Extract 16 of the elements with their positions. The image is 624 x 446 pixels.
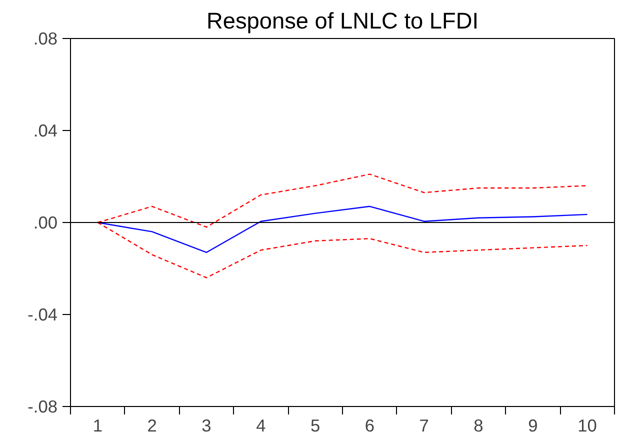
x-tick-label: 4 — [256, 416, 266, 436]
x-tick-label: 10 — [578, 416, 597, 436]
chart-title: Response of LNLC to LFDI — [206, 8, 479, 34]
y-tick-label: .08 — [33, 28, 58, 48]
x-tick-label: 2 — [147, 416, 157, 436]
y-tick-label: -.04 — [28, 304, 58, 324]
y-tick-label: .04 — [33, 120, 58, 140]
x-tick-label: 3 — [202, 416, 212, 436]
x-tick-label: 7 — [419, 416, 429, 436]
x-tick-label: 6 — [364, 416, 375, 436]
x-tick-label: 5 — [310, 416, 320, 436]
y-tick-label: -.08 — [28, 396, 58, 416]
x-tick-label: 9 — [528, 416, 538, 436]
y-tick-label: .00 — [33, 212, 58, 232]
x-tick-label: 1 — [92, 416, 103, 436]
x-tick-label: 8 — [474, 416, 484, 436]
